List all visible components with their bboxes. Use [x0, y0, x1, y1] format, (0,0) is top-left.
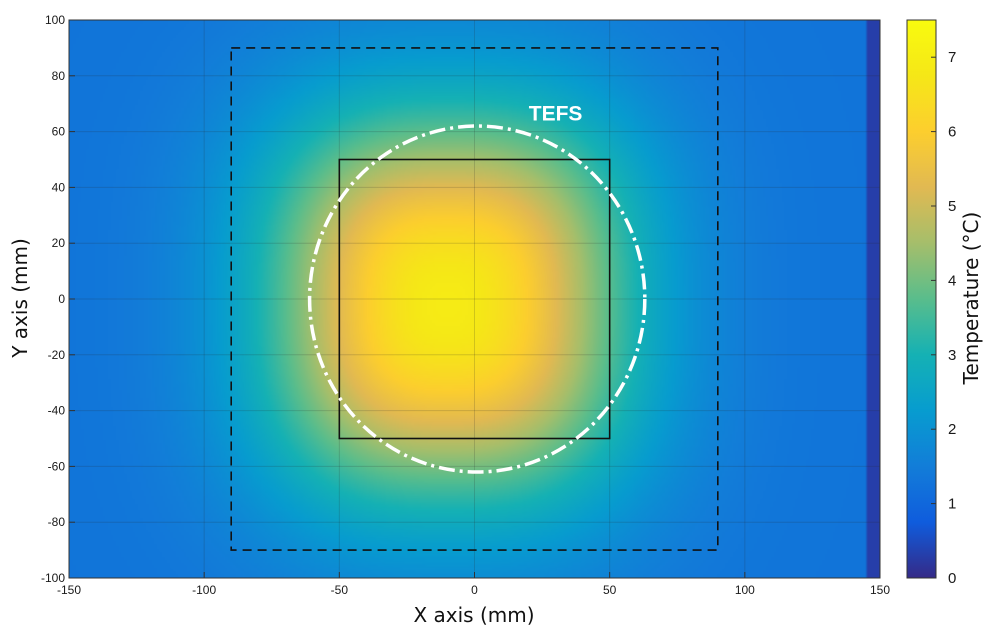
plot-area: TEFS — [68, 19, 881, 579]
colorbar-tick-label: 4 — [948, 272, 956, 289]
colorbar-gradient — [906, 19, 937, 579]
x-tick-label: 100 — [735, 583, 755, 597]
y-tick-label: 0 — [58, 292, 65, 306]
y-tick-label: 100 — [45, 13, 65, 27]
colorbar-tick-label: 6 — [948, 124, 956, 141]
tefs-contour — [307, 124, 647, 474]
colorbar-tick-label: 5 — [948, 198, 956, 215]
dashed-square — [230, 47, 719, 551]
colorbar-ticks: 0 1 2 3 4 5 6 7 — [931, 49, 956, 587]
y-axis-ticks: -100 -80 -60 -40 -20 0 20 40 60 80 100 — [41, 13, 75, 585]
colorbar-tick-label: 1 — [948, 496, 956, 513]
y-tick-label: -80 — [48, 515, 66, 529]
x-tick-label: 50 — [603, 583, 617, 597]
colorbar-tick-label: 3 — [948, 347, 956, 364]
colorbar: 0 1 2 3 4 5 6 7 Temperature (°C) — [906, 19, 983, 587]
y-tick-label: 60 — [52, 125, 66, 139]
y-tick-label: 40 — [52, 180, 66, 194]
y-tick-label: -20 — [48, 348, 66, 362]
temperature-field — [69, 20, 880, 578]
colorbar-tick-label: 0 — [948, 570, 956, 587]
y-axis-label: Y axis (mm) — [8, 238, 32, 359]
x-tick-label: 0 — [471, 583, 478, 597]
y-tick-label: 20 — [52, 236, 66, 250]
x-axis-label: X axis (mm) — [413, 603, 534, 627]
x-tick-label: -100 — [192, 583, 216, 597]
x-tick-label: -50 — [331, 583, 349, 597]
colorbar-tick-label: 7 — [948, 49, 956, 66]
y-tick-label: -40 — [48, 404, 66, 418]
colorbar-tick-label: 2 — [948, 421, 956, 438]
y-tick-label: -60 — [48, 459, 66, 473]
x-axis-ticks: -150 -100 -50 0 50 100 150 — [57, 572, 890, 597]
x-tick-label: -150 — [57, 583, 81, 597]
y-tick-label: 80 — [52, 69, 66, 83]
overlay-shapes — [230, 47, 719, 551]
colorbar-label: Temperature (°C) — [959, 212, 983, 386]
tefs-annotation: TEFS — [529, 102, 583, 125]
grid-lines — [69, 20, 880, 578]
y-tick-label: -100 — [41, 571, 65, 585]
x-tick-label: 150 — [870, 583, 890, 597]
solid-square — [338, 158, 611, 440]
